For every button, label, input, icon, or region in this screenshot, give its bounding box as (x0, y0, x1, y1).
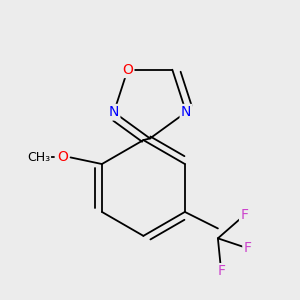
Text: CH₃: CH₃ (27, 151, 50, 164)
Text: F: F (240, 208, 248, 222)
Text: O: O (57, 150, 68, 164)
Text: F: F (244, 241, 252, 255)
Text: F: F (217, 264, 225, 278)
Text: N: N (109, 105, 119, 119)
Text: N: N (181, 105, 191, 119)
Text: O: O (122, 63, 133, 77)
